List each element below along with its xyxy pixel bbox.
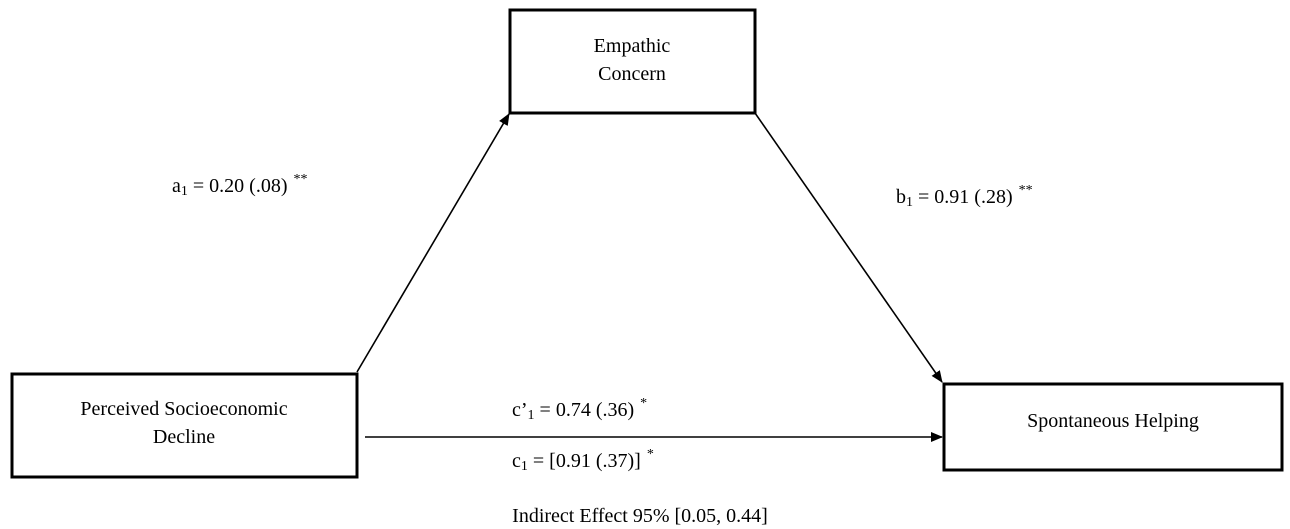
path-sub: 1 — [181, 184, 188, 199]
node-label: Concern — [598, 63, 666, 85]
path-letter: a — [172, 175, 181, 197]
path-sig: ** — [294, 172, 308, 187]
node-box — [942, 382, 1284, 472]
path-label: c1 = [0.91 (.37)] * — [512, 447, 654, 474]
node-label: Spontaneous Helping — [1027, 410, 1199, 432]
path-value: = 0.91 (.28) — [918, 186, 1013, 208]
arrow-a — [356, 113, 510, 373]
path-label: c’1 = 0.74 (.36) * — [512, 396, 647, 423]
node-label: Perceived Socioeconomic — [80, 398, 287, 420]
path-sub: 1 — [521, 459, 528, 474]
node-label: Empathic — [594, 35, 671, 57]
path-label: a1 = 0.20 (.08) ** — [172, 172, 308, 199]
path-value: = [0.91 (.37)] — [533, 450, 641, 472]
path-sig: * — [640, 396, 647, 411]
node-label: Decline — [153, 426, 215, 448]
path-value: = 0.20 (.08) — [193, 175, 288, 197]
indirect-effect: Indirect Effect 95% [0.05, 0.44] — [512, 505, 768, 527]
node-box — [508, 8, 757, 115]
path-label: b1 = 0.91 (.28) ** — [896, 183, 1033, 210]
path-sub: 1 — [528, 408, 535, 423]
path-letter: b — [896, 186, 906, 208]
path-sig: * — [647, 447, 654, 462]
path-sub: 1 — [906, 195, 913, 210]
path-letter: c’ — [512, 399, 528, 421]
arrow-b — [754, 112, 943, 383]
path-letter: c — [512, 450, 521, 472]
path-sig: ** — [1019, 183, 1033, 198]
path-value: = 0.74 (.36) — [540, 399, 635, 421]
node-box — [10, 372, 359, 479]
